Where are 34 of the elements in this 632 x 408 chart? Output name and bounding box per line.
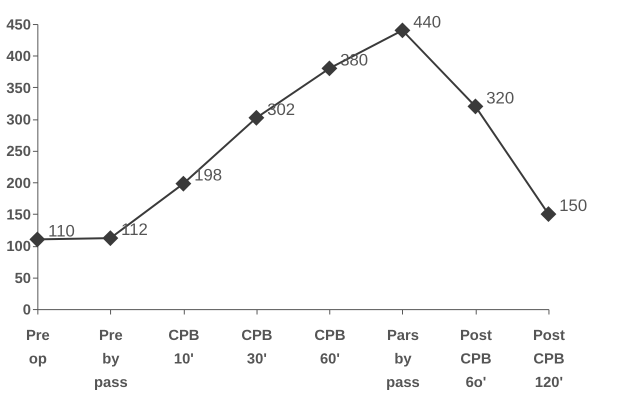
data-label: 440 bbox=[413, 12, 442, 32]
x-tick-label: CPB 30' bbox=[241, 328, 272, 368]
data-label: 380 bbox=[340, 50, 368, 70]
point bbox=[29, 231, 46, 248]
y-tick-label: 450 bbox=[6, 17, 31, 34]
data-label: 198 bbox=[194, 166, 222, 185]
point bbox=[468, 98, 484, 114]
data-label: 302 bbox=[267, 100, 296, 119]
y-tick-label: 50 bbox=[14, 270, 31, 287]
x-tick-label: Post CPB 120' bbox=[532, 328, 565, 392]
y-tick-label: 0 bbox=[22, 302, 31, 318]
data-label: 150 bbox=[559, 196, 588, 216]
x-tick-label: Post CPB 6o' bbox=[460, 328, 492, 392]
y-tick-label: 100 bbox=[6, 239, 31, 256]
data-label: 110 bbox=[48, 221, 75, 240]
y-tick-label: 200 bbox=[6, 176, 31, 192]
data-label: 320 bbox=[486, 88, 514, 108]
x-tick-label: CPB 60' bbox=[314, 328, 346, 368]
x-tick-label: Pre op bbox=[26, 328, 50, 368]
point bbox=[540, 206, 556, 222]
x-tick-label: CPB 10' bbox=[168, 328, 200, 368]
y-tick-label: 300 bbox=[6, 112, 31, 128]
point bbox=[248, 110, 264, 126]
y-tick-label: 400 bbox=[6, 49, 31, 66]
y-tick-label: 250 bbox=[6, 144, 31, 160]
point bbox=[175, 176, 192, 192]
point bbox=[102, 230, 118, 246]
point bbox=[321, 60, 338, 76]
data-label: 112 bbox=[121, 220, 148, 240]
x-tick-label: Pre by pass bbox=[94, 328, 128, 392]
point bbox=[394, 22, 410, 38]
y-tick-label: 150 bbox=[6, 207, 31, 224]
y-tick-label: 350 bbox=[6, 80, 31, 97]
x-tick-label: Pars by pass bbox=[386, 328, 420, 392]
